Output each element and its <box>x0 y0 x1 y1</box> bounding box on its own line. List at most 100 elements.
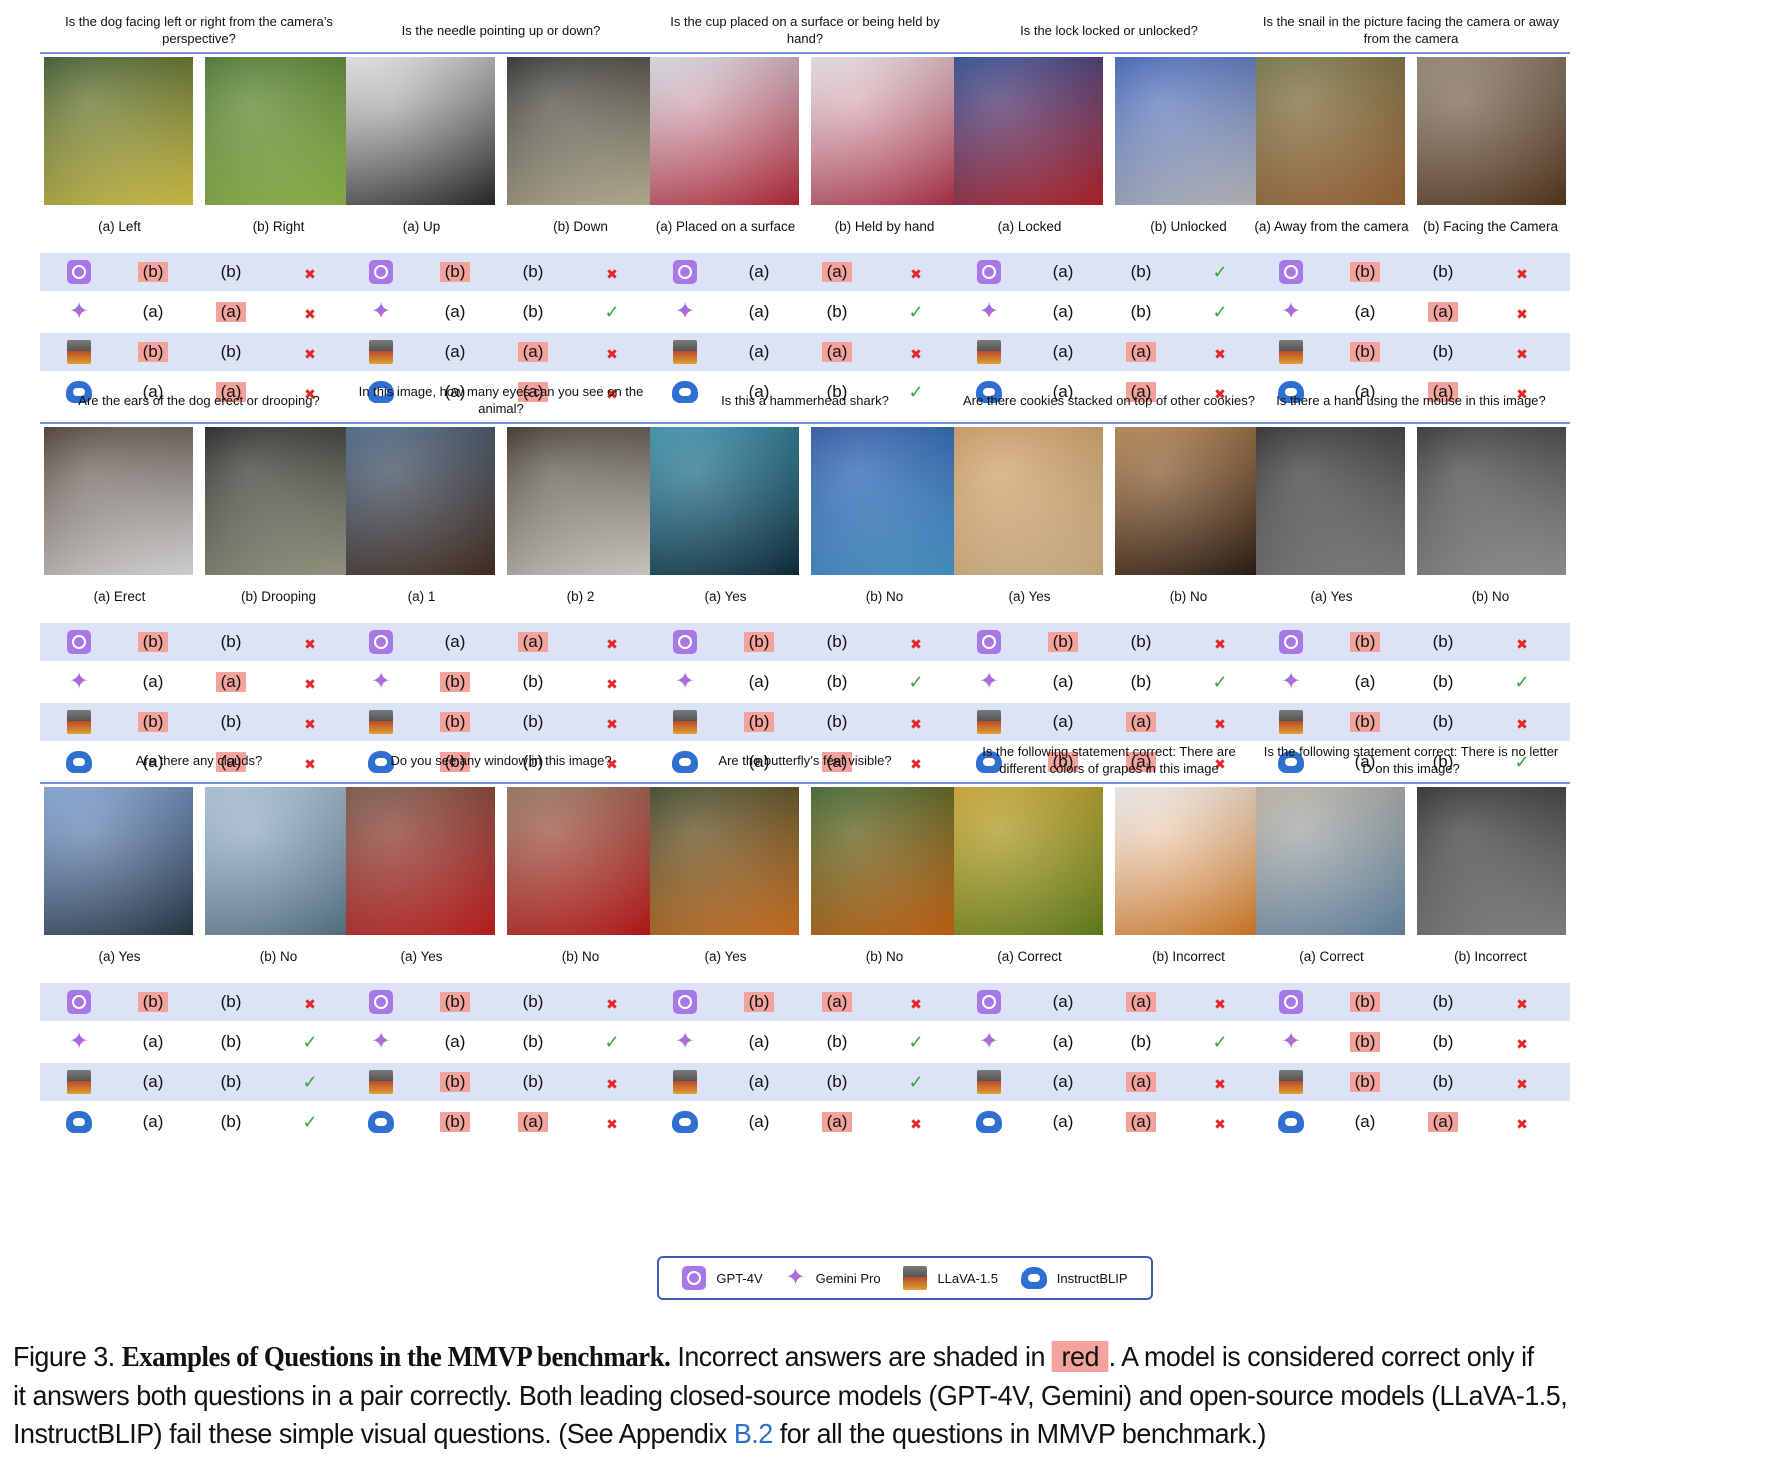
answer-row-gpt4v: (a) (a) ✖ <box>342 623 660 661</box>
model-icon <box>66 629 92 655</box>
option-b: (b) No <box>1471 589 1510 604</box>
answer-1: (a) <box>444 382 466 401</box>
answer-2: (b) <box>522 992 544 1011</box>
answer-table: (a) (a) ✖ ✦ (a) (b) ✓ (a) (a) ✖ (a) (a) ✖ <box>950 983 1268 1141</box>
answer-2: (a) <box>822 992 852 1012</box>
image-pair <box>40 427 358 575</box>
check-icon: ✓ <box>908 382 924 402</box>
image-a <box>650 427 799 575</box>
answer-row-instructblip: (a) (a) ✖ <box>1252 373 1570 411</box>
question-panel: Is the lock locked or unlocked? (a) Locke… <box>950 8 1268 413</box>
question-panel: Is there a hand using the mouse in this … <box>1252 378 1570 783</box>
image-pair <box>950 787 1268 935</box>
answer-2: (b) <box>522 752 544 771</box>
question-panel: Are the butterfly’s feet visible? (a) Yes… <box>646 738 964 1143</box>
llava-icon <box>1279 340 1303 364</box>
answer-2: (a) <box>1126 1112 1156 1132</box>
question-panel: Are the ears of the dog erect or droopin… <box>40 378 358 783</box>
question-panel: Is the dog facing left or right from the… <box>40 8 358 413</box>
answer-2: (a) <box>518 342 548 362</box>
answer-2: (a) <box>216 752 246 772</box>
answer-1: (a) <box>748 1032 770 1051</box>
answer-row-gemini: ✦ (a) (b) ✓ <box>646 663 964 701</box>
option-labels: (a) 1 (b) 2 <box>342 575 660 619</box>
answer-row-gpt4v: (b) (b) ✖ <box>40 983 358 1021</box>
answer-2: (a) <box>518 382 548 402</box>
option-b: (b) Down <box>553 219 608 234</box>
answer-2: (b) <box>826 632 848 651</box>
instructblip-icon <box>672 1111 698 1133</box>
gemini-pro-icon: ✦ <box>1280 1028 1302 1055</box>
question-text: Is the following statement correct: Ther… <box>1263 744 1559 776</box>
answer-row-gemini: ✦ (a) (b) ✓ <box>342 293 660 331</box>
answer-1: (a) <box>1354 672 1376 691</box>
cross-icon: ✖ <box>606 756 618 772</box>
option-b: (b) No <box>865 949 904 964</box>
model-icon <box>368 749 394 775</box>
check-icon: ✓ <box>302 1112 318 1132</box>
answer-2: (a) <box>216 672 246 692</box>
answer-1: (b) <box>1350 342 1380 362</box>
answer-row-gpt4v: (b) (b) ✖ <box>342 253 660 291</box>
image-b <box>1115 427 1264 575</box>
llava-icon <box>673 340 697 364</box>
instructblip-icon <box>368 381 394 403</box>
cross-icon: ✖ <box>1214 636 1226 652</box>
question-panel: Do you see any window in this image? (a) … <box>342 738 660 1143</box>
answer-row-instructblip: (a) (a) ✖ <box>950 1103 1268 1141</box>
caption-line-2: it answers both questions in a pair corr… <box>13 1380 1568 1411</box>
answer-row-gpt4v: (b) (b) ✖ <box>1252 623 1570 661</box>
image-a <box>346 427 495 575</box>
question-panel: Is the snail in the picture facing the c… <box>1252 8 1570 413</box>
appendix-link[interactable]: B.2 <box>733 1418 773 1449</box>
image-b <box>1115 787 1264 935</box>
llava-icon <box>977 710 1001 734</box>
model-icon: ✦ <box>66 1029 92 1055</box>
option-labels: (a) Yes (b) No <box>950 575 1268 619</box>
model-icon <box>672 709 698 735</box>
answer-row-gpt4v: (a) (a) ✖ <box>950 983 1268 1021</box>
answer-1: (b) <box>440 672 470 692</box>
llava-icon <box>673 710 697 734</box>
instructblip-icon <box>368 751 394 773</box>
answer-row-instructblip: (b) (a) ✖ <box>950 743 1268 781</box>
image-a <box>44 787 193 935</box>
model-icon <box>1278 629 1304 655</box>
gemini-pro-icon: ✦ <box>978 1028 1000 1055</box>
image-b <box>507 57 656 205</box>
gpt4v-icon <box>977 260 1001 284</box>
answer-2: (b) <box>522 302 544 321</box>
cross-icon: ✖ <box>1516 1036 1528 1052</box>
answer-row-llava: (a) (a) ✖ <box>950 1063 1268 1101</box>
model-icon <box>672 379 698 405</box>
llava-icon <box>67 710 91 734</box>
answer-2: (b) <box>1432 262 1454 281</box>
answer-2: (b) <box>1432 1032 1454 1051</box>
answer-2: (b) <box>522 262 544 281</box>
answer-1: (a) <box>748 342 770 361</box>
image-a <box>1256 787 1405 935</box>
gpt4v-icon <box>369 630 393 654</box>
model-icon: ✦ <box>976 669 1002 695</box>
image-a <box>954 57 1103 205</box>
image-b <box>205 57 354 205</box>
answer-1: (a) <box>1052 302 1074 321</box>
answer-row-llava: (b) (b) ✖ <box>342 1063 660 1101</box>
gpt4v-icon <box>673 630 697 654</box>
answer-2: (a) <box>822 752 852 772</box>
image-pair <box>646 57 964 205</box>
gemini-pro-icon: ✦ <box>674 1028 696 1055</box>
cross-icon: ✖ <box>606 266 618 282</box>
answer-row-instructblip: (a) (a) ✖ <box>1252 1103 1570 1141</box>
image-pair <box>342 787 660 935</box>
option-b: (b) No <box>1169 589 1208 604</box>
question-panel: Is the following statement correct: Ther… <box>1252 738 1570 1143</box>
answer-row-gpt4v: (a) (b) ✓ <box>950 253 1268 291</box>
answer-row-gemini: ✦ (a) (b) ✓ <box>646 1023 964 1061</box>
answer-table: (b) (b) ✖ ✦ (a) (b) ✓ (a) (b) ✓ (a) (b) ✓ <box>40 983 358 1141</box>
model-icon <box>1278 749 1304 775</box>
model-icon <box>368 629 394 655</box>
answer-2: (b) <box>220 342 242 361</box>
legend-item-llava: LLaVA-1.5 <box>903 1266 998 1290</box>
answer-1: (a) <box>1052 672 1074 691</box>
